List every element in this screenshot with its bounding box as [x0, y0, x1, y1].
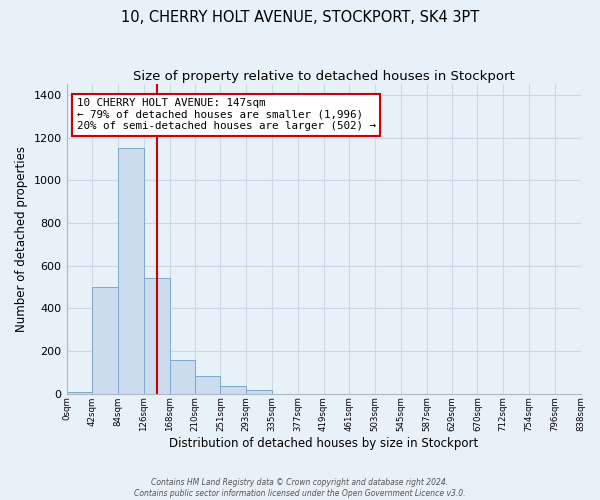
Bar: [196, 376, 220, 394]
Bar: [246, 390, 272, 394]
Text: 10, CHERRY HOLT AVENUE, STOCKPORT, SK4 3PT: 10, CHERRY HOLT AVENUE, STOCKPORT, SK4 3…: [121, 10, 479, 25]
Title: Size of property relative to detached houses in Stockport: Size of property relative to detached ho…: [133, 70, 514, 83]
Y-axis label: Number of detached properties: Number of detached properties: [15, 146, 28, 332]
Text: Contains HM Land Registry data © Crown copyright and database right 2024.
Contai: Contains HM Land Registry data © Crown c…: [134, 478, 466, 498]
Bar: [220, 386, 246, 394]
X-axis label: Distribution of detached houses by size in Stockport: Distribution of detached houses by size …: [169, 437, 478, 450]
Text: 10 CHERRY HOLT AVENUE: 147sqm
← 79% of detached houses are smaller (1,996)
20% o: 10 CHERRY HOLT AVENUE: 147sqm ← 79% of d…: [77, 98, 376, 132]
Bar: [170, 360, 196, 394]
Bar: [118, 148, 144, 394]
Bar: [92, 287, 118, 394]
Bar: [67, 392, 92, 394]
Bar: [144, 278, 170, 394]
